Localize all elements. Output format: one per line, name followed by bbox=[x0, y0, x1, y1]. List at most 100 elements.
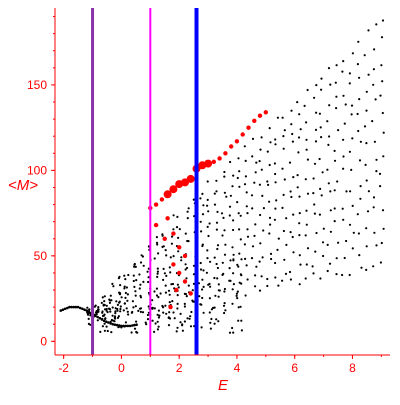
data-point-black bbox=[285, 243, 288, 246]
axes-layer: -2 0 2 4 6 8 0 50 100 150 bbox=[27, 8, 390, 375]
data-point-black bbox=[216, 247, 219, 251]
data-point-black bbox=[156, 275, 159, 278]
data-point-black bbox=[274, 261, 277, 265]
data-point-black bbox=[232, 228, 235, 232]
data-point-black bbox=[200, 326, 203, 329]
data-point-black bbox=[319, 187, 322, 190]
data-point-black bbox=[146, 313, 149, 317]
data-point-black bbox=[216, 277, 219, 280]
data-point-black bbox=[254, 223, 257, 226]
data-point-black bbox=[179, 312, 182, 315]
data-point-black bbox=[222, 216, 225, 219]
data-point-black bbox=[259, 148, 262, 151]
data-point-black bbox=[373, 231, 376, 234]
data-point-black bbox=[167, 324, 171, 327]
data-point-black bbox=[304, 277, 307, 280]
data-point-black bbox=[103, 308, 107, 311]
data-point-black bbox=[358, 159, 362, 162]
data-point-red bbox=[182, 279, 188, 284]
data-point-black bbox=[379, 261, 382, 264]
data-point-black bbox=[251, 137, 255, 140]
data-point-black bbox=[172, 311, 175, 314]
data-point-black bbox=[112, 285, 115, 288]
data-point-black bbox=[229, 194, 232, 197]
data-point-black bbox=[210, 317, 213, 321]
data-point-black bbox=[283, 258, 286, 261]
data-point-black bbox=[238, 170, 241, 173]
data-point-black bbox=[217, 283, 220, 286]
data-point-black bbox=[202, 285, 205, 288]
data-point-black bbox=[81, 307, 84, 311]
data-point-black bbox=[268, 216, 272, 219]
data-point-black bbox=[228, 267, 231, 270]
data-point-black bbox=[380, 36, 384, 39]
data-point-black bbox=[128, 324, 132, 328]
data-point-black bbox=[66, 306, 69, 310]
data-point-black bbox=[254, 285, 257, 288]
data-point-black bbox=[313, 203, 316, 206]
data-point-black bbox=[268, 200, 271, 203]
data-point-black bbox=[68, 305, 71, 309]
data-point-black bbox=[260, 168, 263, 171]
data-point-black bbox=[343, 122, 346, 125]
data-point-black bbox=[348, 82, 351, 85]
data-point-black bbox=[212, 306, 215, 309]
data-point-black bbox=[181, 329, 184, 332]
data-point-black bbox=[348, 273, 351, 277]
data-point-black bbox=[372, 265, 375, 268]
data-point-black bbox=[132, 274, 135, 277]
data-point-black bbox=[162, 311, 165, 314]
data-point-black bbox=[282, 193, 285, 196]
data-point-black bbox=[201, 288, 204, 291]
data-point-black bbox=[170, 242, 173, 245]
data-point-black bbox=[296, 101, 299, 104]
data-point-black bbox=[158, 314, 161, 317]
data-point-red bbox=[177, 245, 182, 250]
data-point-black bbox=[298, 234, 301, 237]
data-point-black bbox=[291, 140, 294, 143]
data-point-black bbox=[375, 23, 378, 26]
data-point-black bbox=[327, 182, 330, 185]
data-point-black bbox=[87, 317, 90, 320]
data-point-black bbox=[305, 138, 308, 141]
data-point-black bbox=[299, 128, 302, 131]
data-point-black bbox=[220, 212, 224, 215]
data-point-black bbox=[114, 312, 117, 315]
data-point-black bbox=[374, 98, 377, 101]
x-tick-label: 2 bbox=[176, 361, 183, 375]
data-point-black bbox=[213, 256, 216, 259]
data-point-black bbox=[333, 189, 336, 192]
data-point-black bbox=[114, 307, 117, 310]
data-point-black bbox=[246, 235, 250, 238]
data-point-black bbox=[221, 273, 224, 276]
data-point-black bbox=[154, 322, 157, 325]
data-point-black bbox=[290, 123, 293, 126]
data-point-black bbox=[375, 170, 378, 173]
data-point-black bbox=[335, 273, 338, 276]
data-point-black bbox=[208, 297, 211, 300]
data-point-black bbox=[274, 181, 277, 184]
data-point-black bbox=[223, 287, 226, 291]
data-point-black bbox=[189, 325, 193, 328]
data-point-black bbox=[231, 302, 234, 305]
data-point-black bbox=[351, 204, 354, 207]
data-point-black bbox=[240, 329, 243, 332]
data-point-black bbox=[185, 266, 189, 270]
data-point-black bbox=[122, 309, 125, 312]
data-point-black bbox=[172, 228, 175, 231]
data-point-black bbox=[318, 157, 321, 161]
data-point-black bbox=[223, 290, 226, 293]
data-point-black bbox=[126, 299, 129, 302]
data-point-black bbox=[118, 300, 121, 303]
data-point-black bbox=[238, 281, 241, 284]
data-point-black bbox=[274, 172, 277, 176]
data-point-black bbox=[237, 212, 240, 215]
data-point-black bbox=[232, 272, 235, 275]
data-point-black bbox=[153, 290, 156, 293]
data-point-black bbox=[304, 234, 307, 237]
data-point-black bbox=[96, 315, 99, 319]
data-point-black bbox=[350, 168, 353, 171]
data-point-black bbox=[349, 190, 352, 193]
data-point-red bbox=[186, 174, 195, 183]
data-point-black bbox=[172, 214, 175, 217]
